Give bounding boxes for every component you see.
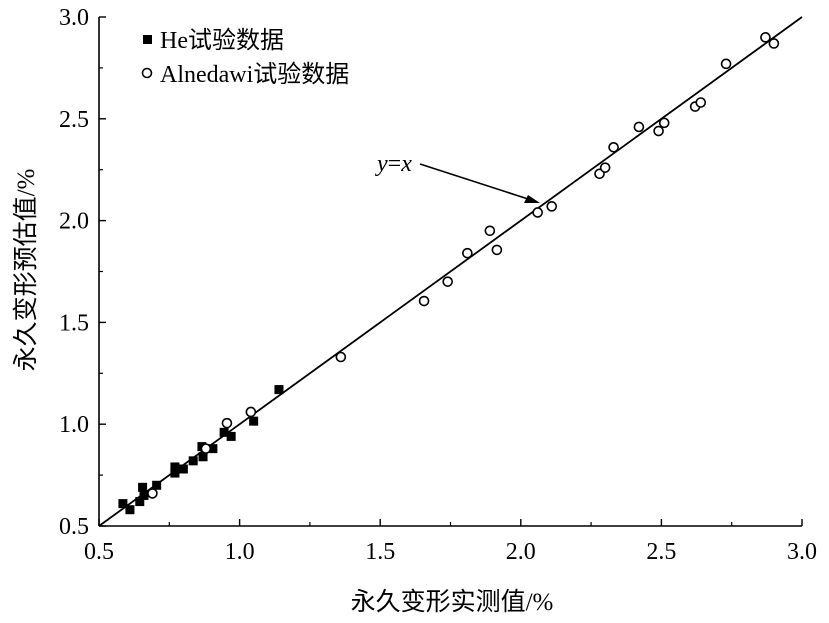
data-point-he xyxy=(139,490,149,500)
axes: 0.5 1.0 1.5 2.0 2.5 3.0 0.5 1.0 1.5 2.0 2.5 3.0 xyxy=(59,5,817,565)
data-point-alnedawi xyxy=(335,351,347,363)
data-point-he xyxy=(135,497,145,507)
data-point-alnedawi xyxy=(720,58,732,70)
data-point-alnedawi xyxy=(245,406,257,418)
annotation-arrow-line xyxy=(419,163,529,200)
legend: He试验数据 Alnedawi试验数据 xyxy=(141,27,349,88)
x-tick-label: 1.5 xyxy=(365,539,395,565)
data-point-alnedawi xyxy=(147,488,158,499)
data-point-he xyxy=(208,444,218,454)
y-tick-label: 2.5 xyxy=(59,107,89,133)
annotation-arrowhead xyxy=(524,195,540,203)
data-point-alnedawi xyxy=(462,247,473,259)
y-tick-label: 1.0 xyxy=(59,412,89,438)
y-axis-label: 永久变形预估值/% xyxy=(12,169,40,372)
reference-line-group xyxy=(98,16,803,527)
reference-line-label: y=x xyxy=(375,151,412,177)
data-point-alnedawi xyxy=(599,162,611,173)
data-point-alnedawi xyxy=(200,443,212,454)
data-point-he xyxy=(152,480,162,490)
legend-marker-square xyxy=(143,35,152,44)
data-point-alnedawi xyxy=(418,295,430,307)
data-point-alnedawi xyxy=(653,125,664,137)
legend-label-he: He试验数据 xyxy=(160,27,284,54)
y-tick-label: 0.5 xyxy=(59,514,89,540)
data-point-alnedawi xyxy=(221,417,233,429)
data-point-alnedawi xyxy=(760,32,771,43)
data-point-alnedawi xyxy=(442,276,453,287)
data-point-he xyxy=(188,456,198,466)
x-tick-label: 2.5 xyxy=(646,539,676,565)
x-tick-label: 0.5 xyxy=(84,539,114,565)
data-point-he xyxy=(118,499,128,509)
legend-marker-circle xyxy=(141,67,153,79)
ref-label-x: x xyxy=(400,151,412,177)
data-point-alnedawi xyxy=(532,207,543,218)
x-tick-label: 1.0 xyxy=(225,539,255,565)
x-tick-label: 2.0 xyxy=(506,539,536,565)
data-point-he xyxy=(170,462,180,472)
data-point-alnedawi xyxy=(768,38,780,49)
data-points xyxy=(118,32,780,515)
data-point-he xyxy=(226,431,236,441)
y-tick-label: 2.0 xyxy=(59,209,89,235)
legend-label-alnedawi: Alnedawi试验数据 xyxy=(160,61,349,88)
data-point-he xyxy=(170,468,180,478)
data-point-he xyxy=(274,385,284,395)
data-point-he xyxy=(178,464,188,474)
y-tick-label: 1.5 xyxy=(59,310,89,336)
data-point-he xyxy=(198,452,208,462)
data-point-alnedawi xyxy=(658,117,670,129)
data-point-alnedawi xyxy=(546,201,558,212)
ref-label-y: y xyxy=(375,151,388,177)
x-tick-label: 3.0 xyxy=(787,539,817,565)
data-point-alnedawi xyxy=(695,97,707,108)
y-tick-label: 3.0 xyxy=(59,5,89,31)
x-axis-label: 永久变形实测值/% xyxy=(351,588,554,616)
ref-label-eq: = xyxy=(388,151,402,177)
data-point-he xyxy=(219,427,229,437)
data-point-he xyxy=(125,505,135,515)
reference-line-y-equals-x xyxy=(98,16,803,527)
data-point-alnedawi xyxy=(633,121,645,133)
data-point-he xyxy=(249,416,259,426)
data-point-alnedawi xyxy=(608,142,619,153)
data-point-he xyxy=(138,482,148,492)
data-point-alnedawi xyxy=(491,244,503,256)
data-point-alnedawi xyxy=(484,225,496,237)
